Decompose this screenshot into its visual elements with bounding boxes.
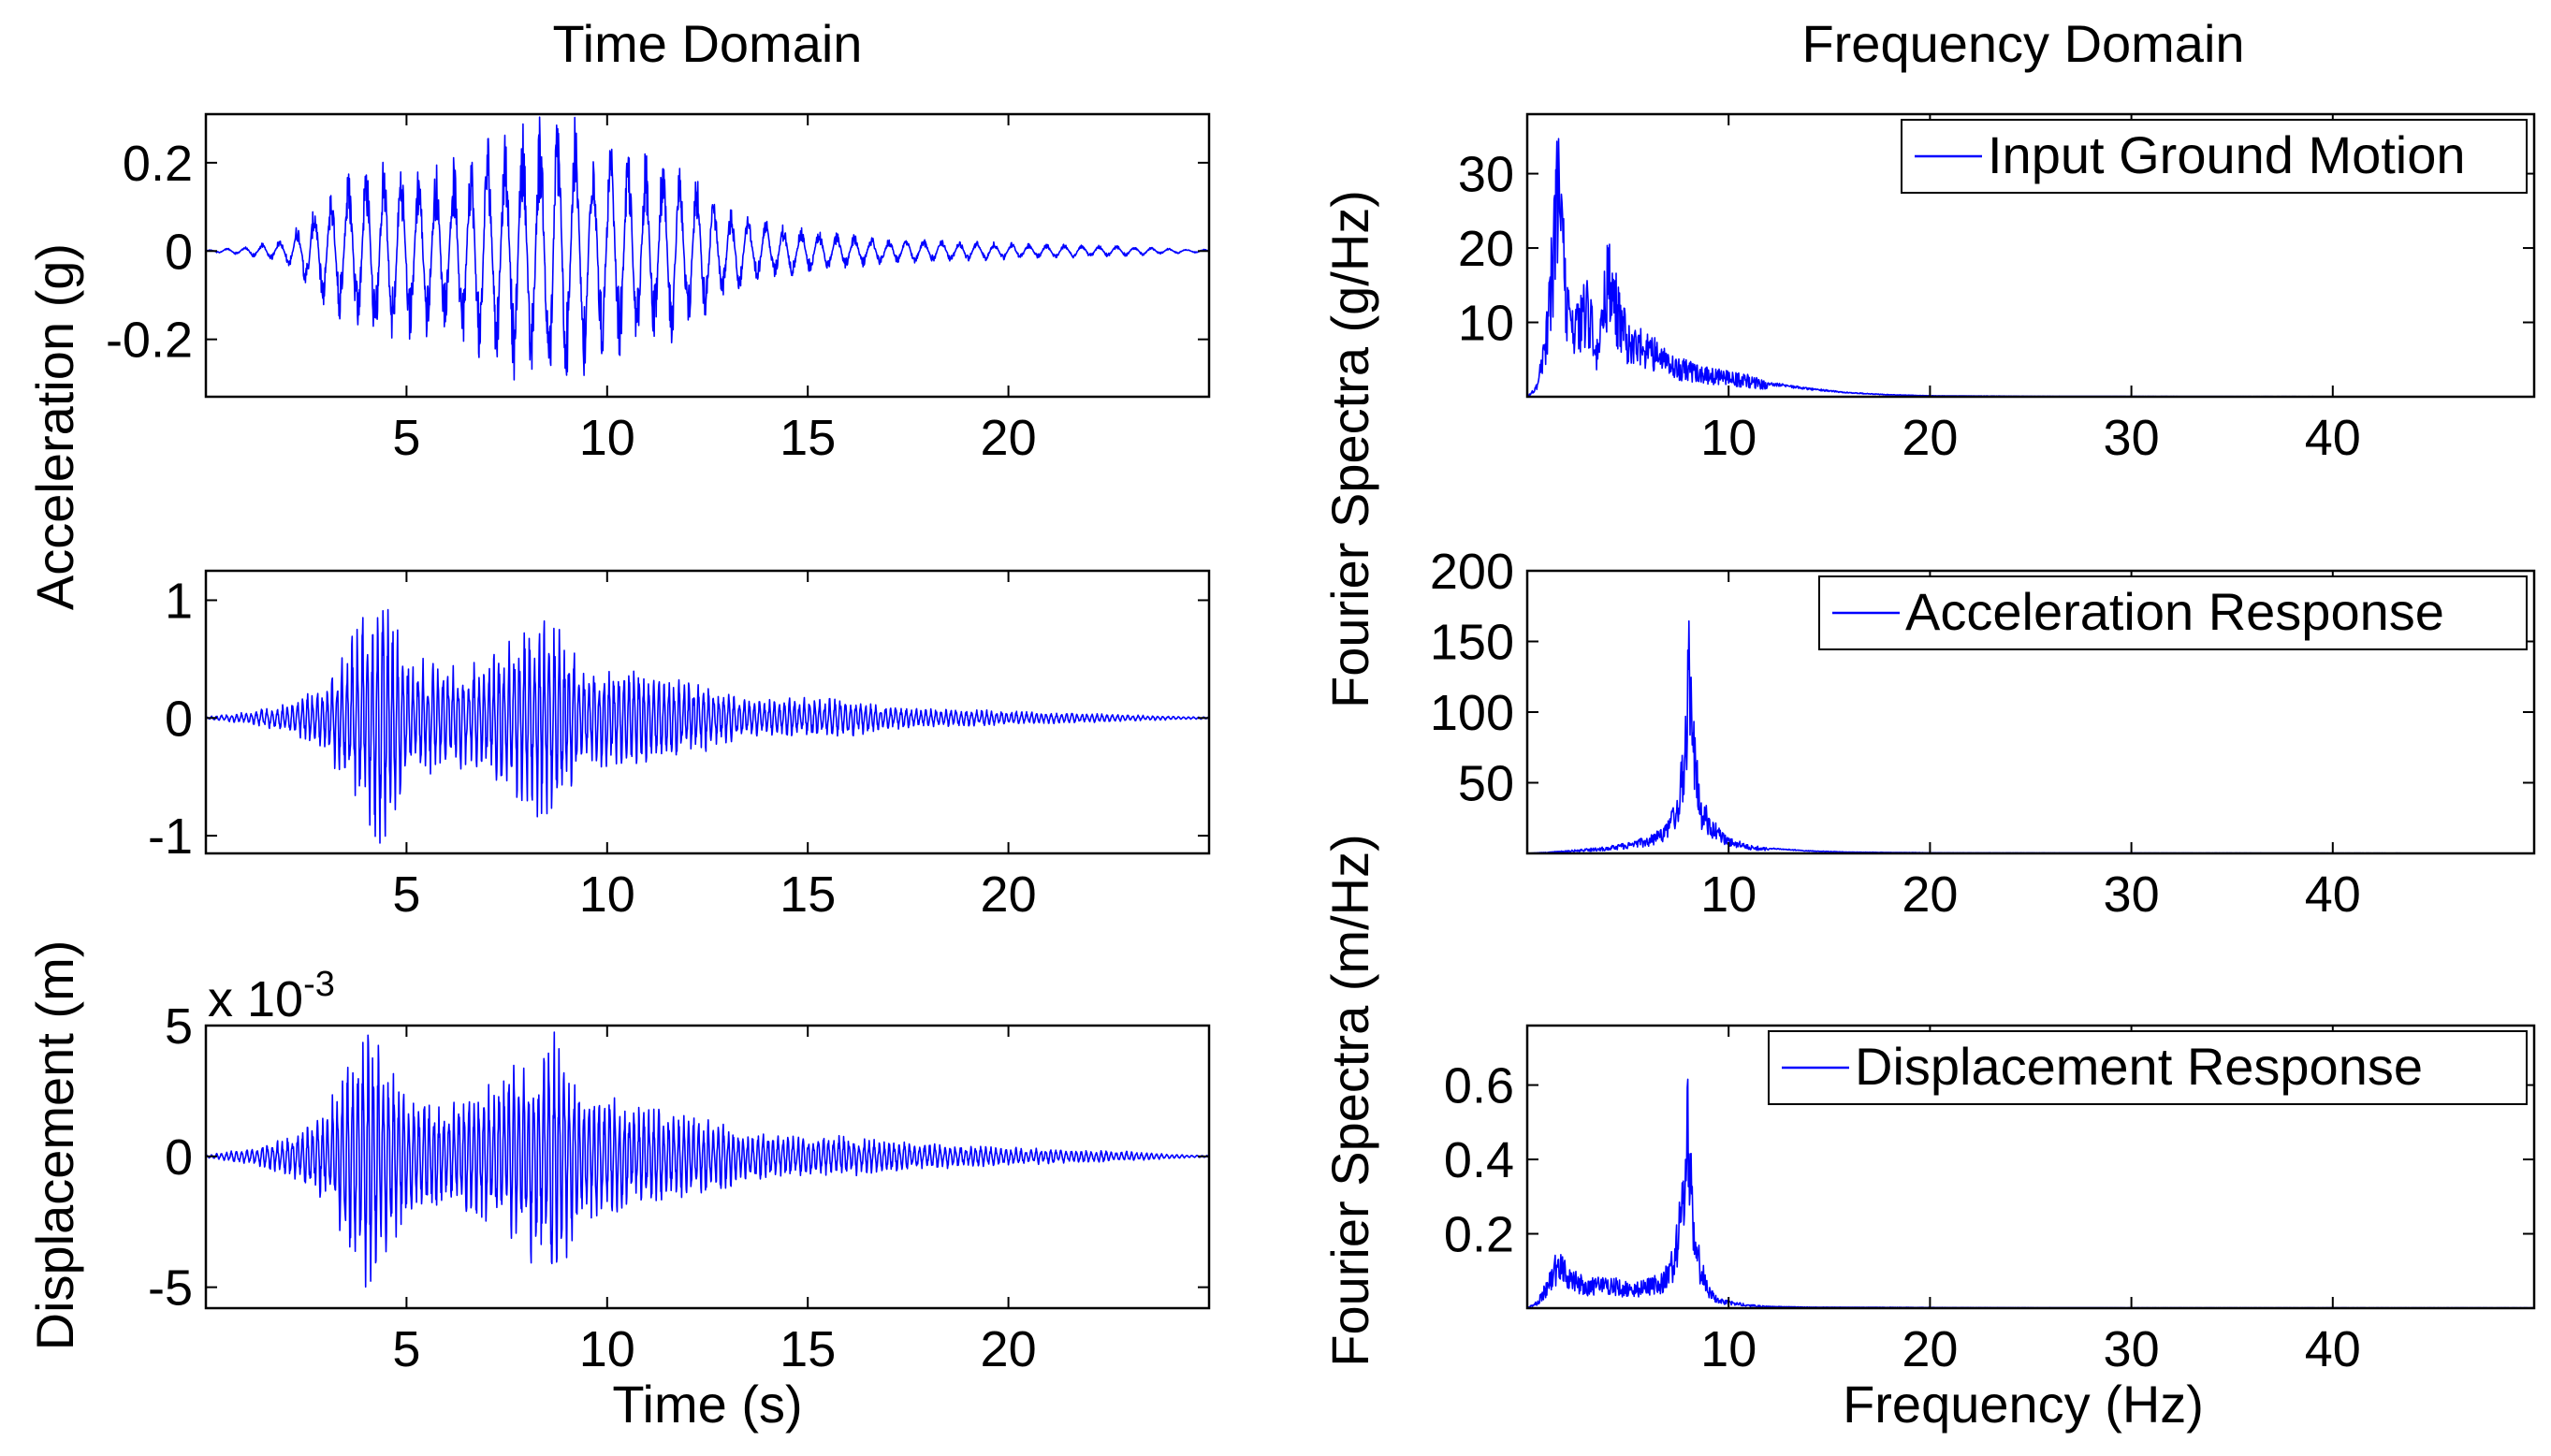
displacement-ylabel: Displacement (m): [25, 940, 84, 1351]
frequency-xlabel: Frequency (Hz): [1843, 1375, 2204, 1434]
axes-frame: [204, 1024, 1211, 1310]
x-tick-label: 10: [1700, 410, 1757, 466]
series-line: [206, 608, 1209, 844]
x-tick-label: 10: [579, 1321, 635, 1377]
fourier-gHz-ylabel: Fourier Spectra (g/Hz): [1320, 190, 1379, 708]
x-tick-label: 5: [392, 410, 420, 466]
y-tick-label: -5: [148, 1260, 193, 1317]
panel-disp-response-time: 5 10 15 20 -5 0 5: [148, 998, 1211, 1377]
x-tick-label: 30: [2104, 866, 2160, 923]
axes-frame: [204, 112, 1211, 399]
y-tick-label: -0.2: [106, 313, 193, 369]
panel-disp-spectrum: 10 20 30 40 0.2 0.4 0.6 Displacement Response: [1444, 1024, 2536, 1377]
series-line: [1527, 619, 2534, 853]
legend: Input Ground Motion: [1901, 119, 2528, 194]
x-tick-label: 20: [981, 1321, 1037, 1377]
x-tick-label: 15: [780, 410, 836, 466]
x-tick-label: 10: [579, 410, 635, 466]
x-tick-label: 20: [1902, 410, 1958, 466]
legend-label: Acceleration Response: [1905, 582, 2444, 641]
axes-frame: [1525, 1024, 2536, 1310]
x-tick-label: 40: [2305, 866, 2361, 923]
frequency-domain-title: Frequency Domain: [1801, 14, 2244, 73]
time-xlabel: Time (s): [612, 1375, 802, 1434]
y-tick-label: 30: [1458, 147, 1514, 203]
series-line: [1527, 1078, 2534, 1308]
y-tick-label: 0: [165, 1129, 193, 1186]
scale-label: x 10-3: [208, 965, 335, 1027]
x-tick-label: 5: [392, 1321, 420, 1377]
x-tick-label: 40: [2305, 410, 2361, 466]
x-tick-label: 20: [1902, 866, 1958, 923]
y-tick-label: 1: [165, 573, 193, 629]
x-tick-label: 20: [1902, 1321, 1958, 1377]
fourier-mHz-ylabel: Fourier Spectra (m/Hz): [1320, 834, 1379, 1366]
y-tick-label: 0.2: [123, 136, 193, 192]
y-tick-label: 10: [1458, 296, 1514, 352]
panel-accel-time: 5 10 15 20 -0.2 0 0.2: [106, 112, 1211, 466]
series-line: [206, 116, 1209, 381]
x-tick-label: 10: [579, 866, 635, 923]
y-tick-label: 0: [165, 224, 193, 280]
panel-input-spectrum: 10 20 30 40 10 20 30 Input Ground Motion: [1458, 112, 2536, 466]
y-tick-label: 0.2: [1444, 1207, 1514, 1263]
y-tick-label: 200: [1430, 544, 1514, 600]
x-tick-label: 10: [1700, 866, 1757, 923]
axes-frame: [204, 569, 1211, 855]
y-tick-label: 5: [165, 998, 193, 1055]
x-tick-label: 20: [981, 410, 1037, 466]
x-tick-label: 15: [780, 1321, 836, 1377]
x-tick-label: 40: [2305, 1321, 2361, 1377]
x-tick-label: 30: [2104, 410, 2160, 466]
x-tick-label: 10: [1700, 1321, 1757, 1377]
y-tick-label: 0.6: [1444, 1058, 1514, 1114]
x-tick-label: 20: [981, 866, 1037, 923]
panel-accel-response-time: 5 10 15 20 -1 0 1: [148, 569, 1211, 923]
time-domain-title: Time Domain: [553, 14, 863, 73]
x-tick-label: 15: [780, 866, 836, 923]
series-line: [206, 1031, 1209, 1289]
legend: Displacement Response: [1768, 1030, 2528, 1105]
y-tick-label: 150: [1430, 615, 1514, 671]
y-tick-label: 0.4: [1444, 1132, 1514, 1188]
scale-base: x 10: [208, 971, 303, 1027]
y-tick-label: -1: [148, 808, 193, 865]
acceleration-ylabel: Acceleration (g): [25, 243, 84, 610]
legend-label: Displacement Response: [1855, 1037, 2423, 1096]
scale-exponent: -3: [303, 965, 335, 1004]
y-tick-label: 50: [1458, 756, 1514, 812]
y-tick-label: 0: [165, 691, 193, 747]
x-tick-label: 5: [392, 866, 420, 923]
legend: Acceleration Response: [1818, 575, 2528, 650]
y-tick-label: 20: [1458, 221, 1514, 277]
panel-accel-spectrum: 10 20 30 40 50 100 150 200 Acceleration Response: [1430, 544, 2536, 923]
axes-frame: [1525, 112, 2536, 399]
legend-label: Input Ground Motion: [1988, 125, 2466, 184]
x-tick-label: 30: [2104, 1321, 2160, 1377]
y-tick-label: 100: [1430, 685, 1514, 741]
